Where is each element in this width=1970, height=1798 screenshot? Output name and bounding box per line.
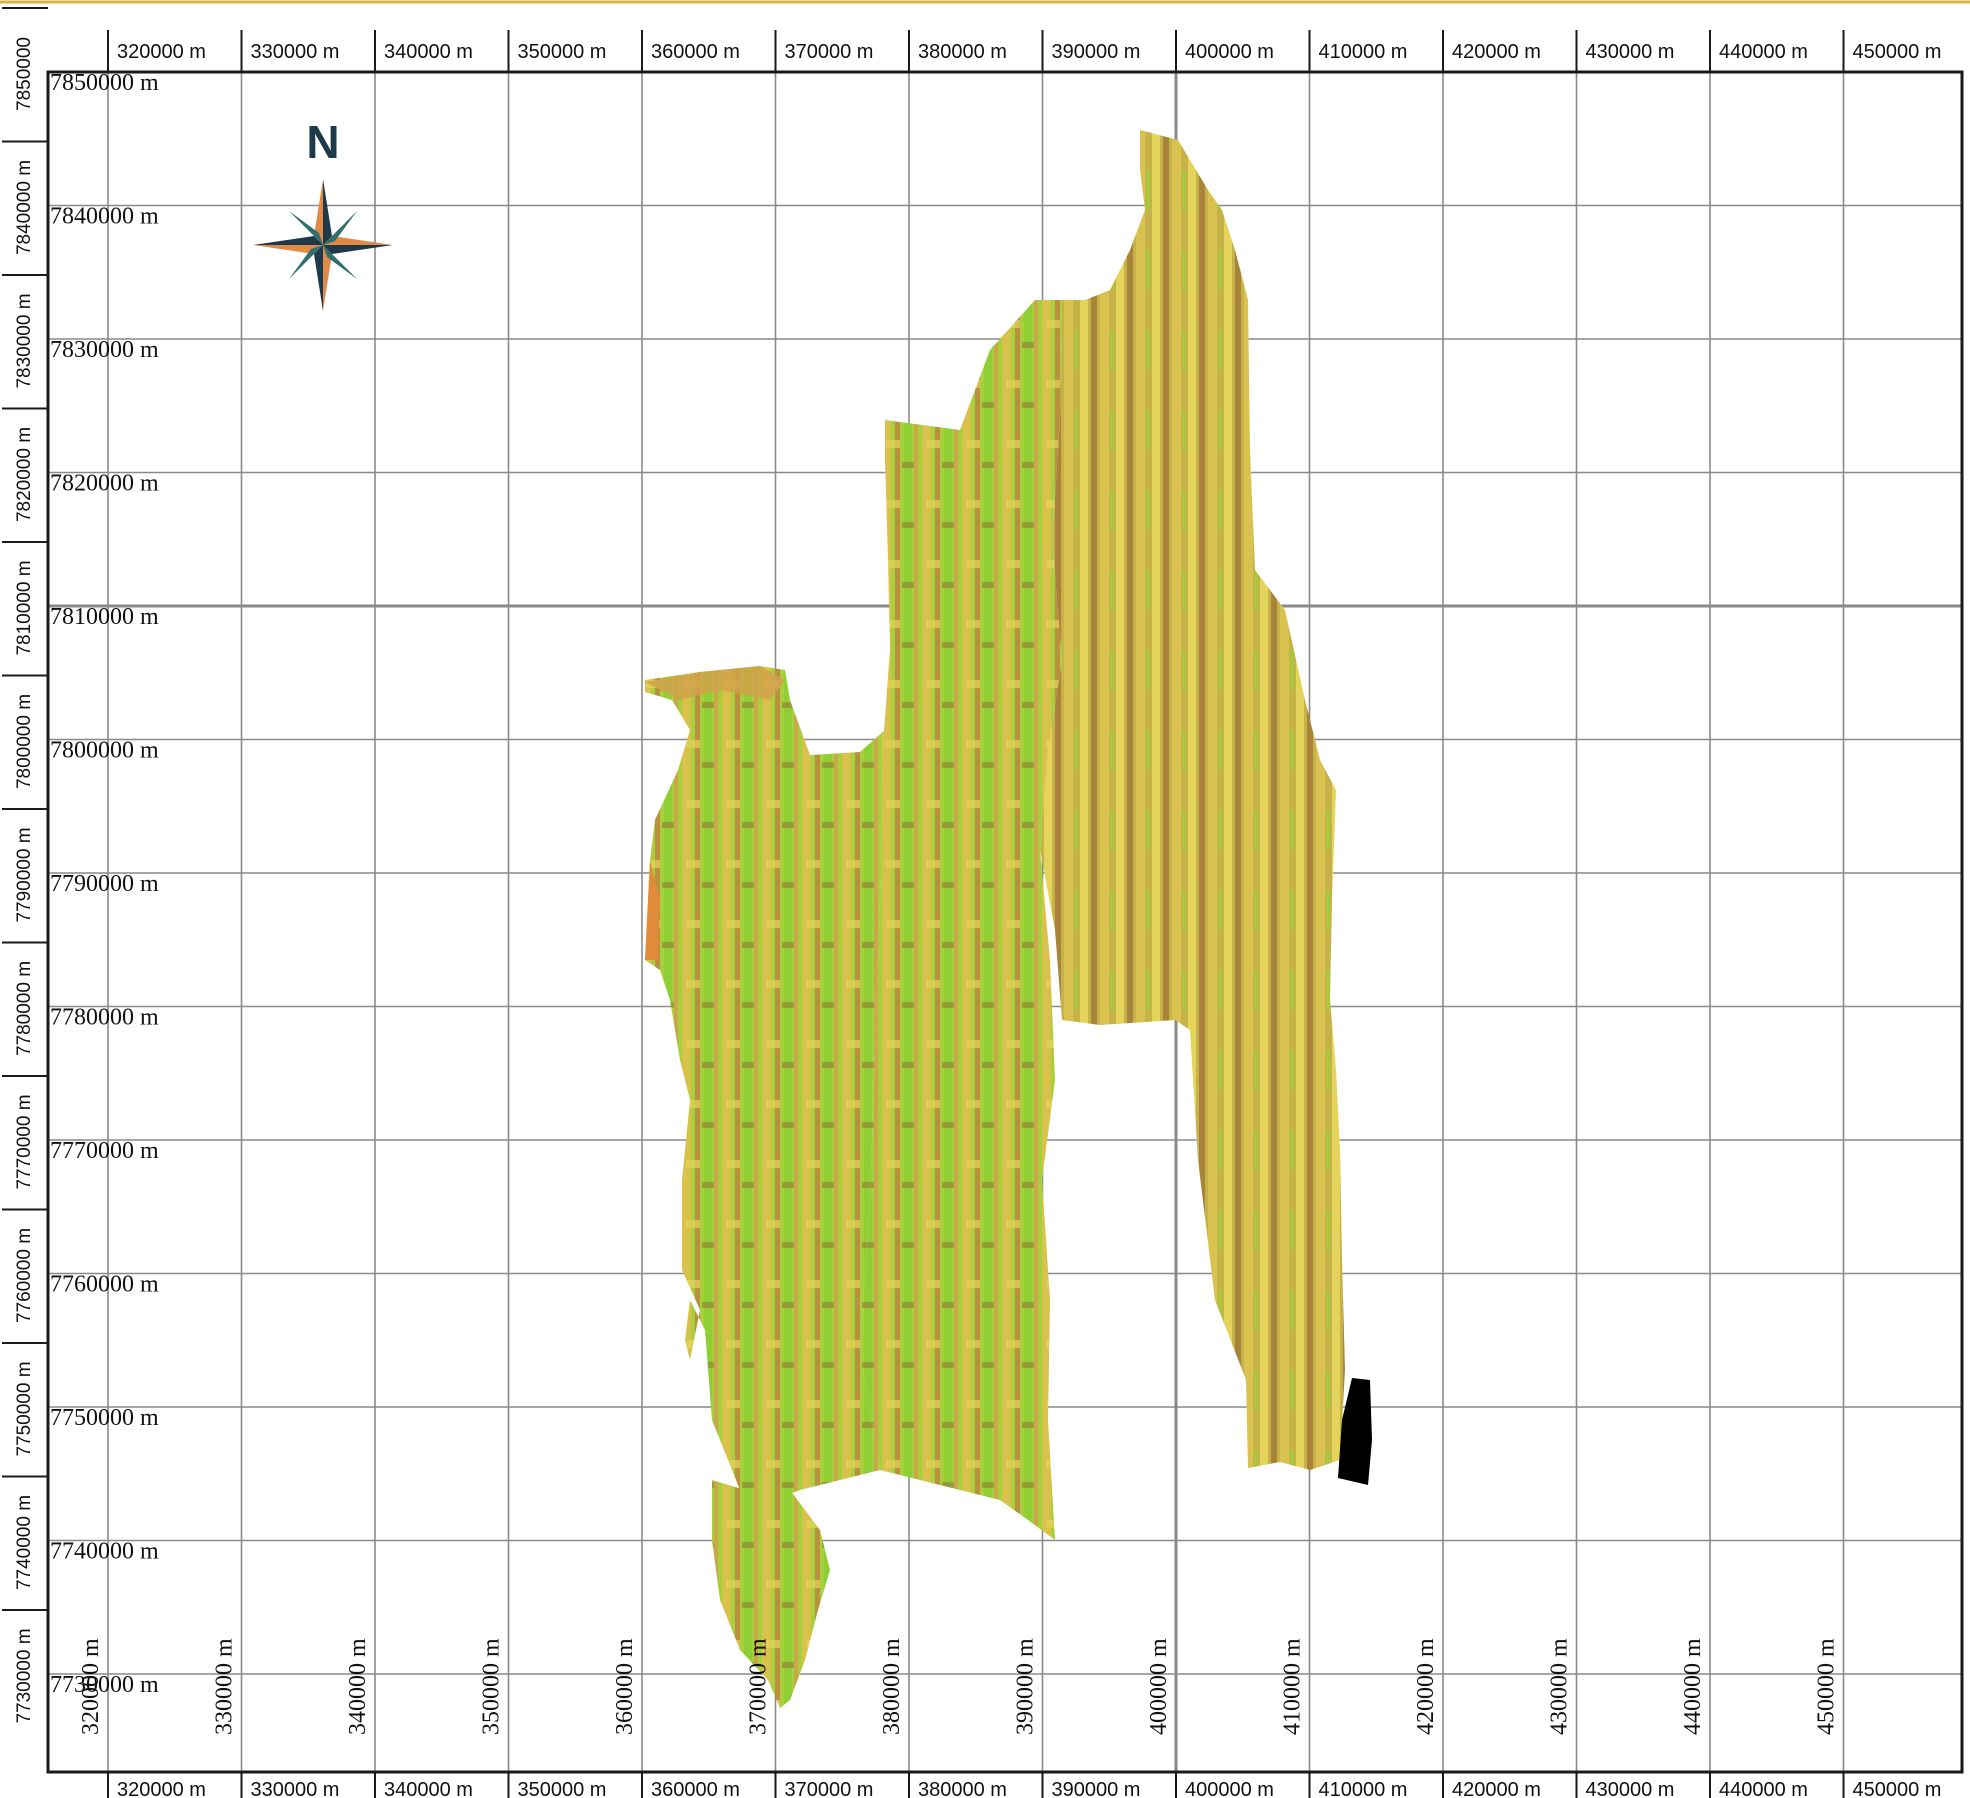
inner-northing-label: 7730000 m xyxy=(50,1672,159,1698)
left-northing-label: 7840000 m xyxy=(14,160,35,255)
inner-easting-label: 330000 m xyxy=(212,1638,238,1735)
north-letter: N xyxy=(306,116,339,168)
left-northing-label: 7830000 m xyxy=(14,293,35,388)
left-northing-label: 7770000 m xyxy=(14,1094,35,1189)
inner-easting-label: 340000 m xyxy=(345,1638,371,1735)
inner-easting-label: 350000 m xyxy=(479,1638,505,1735)
inner-easting-label: 390000 m xyxy=(1013,1638,1039,1735)
inner-easting-label: 450000 m xyxy=(1814,1638,1840,1735)
inner-northing-label: 7850000 m xyxy=(50,70,159,96)
inner-northing-label: 7780000 m xyxy=(50,1005,159,1031)
inner-northing-label: 7840000 m xyxy=(50,204,159,230)
top-easting-label: 340000 m xyxy=(384,41,473,63)
bottom-easting-label: 380000 m xyxy=(918,1779,1007,1798)
bottom-easting-label: 440000 m xyxy=(1719,1779,1808,1798)
top-easting-label: 330000 m xyxy=(251,41,340,63)
top-easting-labels: 320000 m 330000 m 340000 m 350000 m 360000 m… xyxy=(107,30,1942,72)
bottom-easting-label: 430000 m xyxy=(1586,1779,1675,1798)
bottom-easting-label: 350000 m xyxy=(518,1779,607,1798)
terrain-central xyxy=(860,300,1062,1540)
terrain-nw-cap xyxy=(645,666,785,700)
top-easting-label: 440000 m xyxy=(1719,41,1808,63)
inner-northing-label: 7740000 m xyxy=(50,1539,159,1565)
top-easting-label: 430000 m xyxy=(1586,41,1675,63)
bottom-easting-label: 400000 m xyxy=(1185,1779,1274,1798)
inner-northing-label: 7810000 m xyxy=(50,604,159,630)
top-easting-label: 320000 m xyxy=(117,41,206,63)
inner-northing-label: 7790000 m xyxy=(50,871,159,897)
left-northing-label: 7750000 m xyxy=(14,1361,35,1456)
bottom-easting-label: 390000 m xyxy=(1052,1779,1141,1798)
bottom-easting-label: 360000 m xyxy=(651,1779,740,1798)
inner-northing-label: 7760000 m xyxy=(50,1272,159,1298)
inner-northing-label: 7800000 m xyxy=(50,738,159,764)
top-easting-label: 410000 m xyxy=(1319,41,1408,63)
bottom-easting-label: 370000 m xyxy=(785,1779,874,1798)
inner-easting-label: 370000 m xyxy=(746,1638,772,1735)
terrain-orange-edge xyxy=(645,860,660,960)
left-northing-label: 7850000 xyxy=(14,37,35,111)
terrain-south-tail xyxy=(712,1480,830,1708)
inner-easting-label: 440000 m xyxy=(1680,1638,1706,1735)
inner-easting-label: 400000 m xyxy=(1146,1638,1172,1735)
inner-easting-label: 430000 m xyxy=(1547,1638,1573,1735)
black-block xyxy=(1338,1378,1372,1485)
inner-northing-labels: 7850000 m 7840000 m 7830000 m 7820000 m 7810… xyxy=(50,70,159,1698)
top-easting-label: 350000 m xyxy=(518,41,607,63)
terrain-raster xyxy=(645,130,1372,1708)
inner-easting-label: 380000 m xyxy=(879,1638,905,1735)
inner-easting-labels: 320000 m 330000 m 340000 m 350000 m 360000 m… xyxy=(78,1638,1840,1735)
left-northing-label: 7820000 m xyxy=(14,427,35,522)
bottom-easting-label: 330000 m xyxy=(251,1779,340,1798)
left-northing-label: 7800000 m xyxy=(14,694,35,789)
bottom-easting-label: 340000 m xyxy=(384,1779,473,1798)
bottom-easting-label: 420000 m xyxy=(1452,1779,1541,1798)
north-arrow: N xyxy=(253,116,393,311)
left-northing-labels: 7850000 7840000 m 7830000 m 7820000 m 781000… xyxy=(2,7,48,1724)
terrain-west xyxy=(645,650,890,1520)
bottom-easting-label: 320000 m xyxy=(117,1779,206,1798)
top-easting-label: 450000 m xyxy=(1853,41,1942,63)
top-easting-label: 390000 m xyxy=(1052,41,1141,63)
left-northing-label: 7760000 m xyxy=(14,1228,35,1323)
left-northing-label: 7730000 m xyxy=(14,1628,35,1723)
inner-easting-label: 360000 m xyxy=(612,1638,638,1735)
left-northing-label: 7790000 m xyxy=(14,827,35,922)
left-northing-label: 7810000 m xyxy=(14,560,35,655)
left-northing-label: 7740000 m xyxy=(14,1495,35,1590)
inner-northing-label: 7750000 m xyxy=(50,1405,159,1431)
top-easting-label: 420000 m xyxy=(1452,41,1541,63)
top-easting-label: 400000 m xyxy=(1185,41,1274,63)
bottom-easting-label: 450000 m xyxy=(1853,1779,1942,1798)
bottom-easting-label: 410000 m xyxy=(1319,1779,1408,1798)
inner-northing-label: 7770000 m xyxy=(50,1138,159,1164)
inner-northing-label: 7830000 m xyxy=(50,337,159,363)
left-northing-label: 7780000 m xyxy=(14,961,35,1056)
top-easting-label: 370000 m xyxy=(785,41,874,63)
compass-rose-icon xyxy=(253,179,393,311)
inner-easting-label: 410000 m xyxy=(1280,1638,1306,1735)
inner-northing-label: 7820000 m xyxy=(50,471,159,497)
top-easting-label: 380000 m xyxy=(918,41,1007,63)
inner-easting-label: 320000 m xyxy=(78,1638,104,1735)
map-frame xyxy=(46,70,1964,1774)
inner-easting-label: 420000 m xyxy=(1413,1638,1439,1735)
top-easting-label: 360000 m xyxy=(651,41,740,63)
bottom-easting-labels: 320000 m 330000 m 340000 m 350000 m 360000 m… xyxy=(107,1772,1942,1798)
terrain-east-lobe xyxy=(1040,130,1345,1470)
